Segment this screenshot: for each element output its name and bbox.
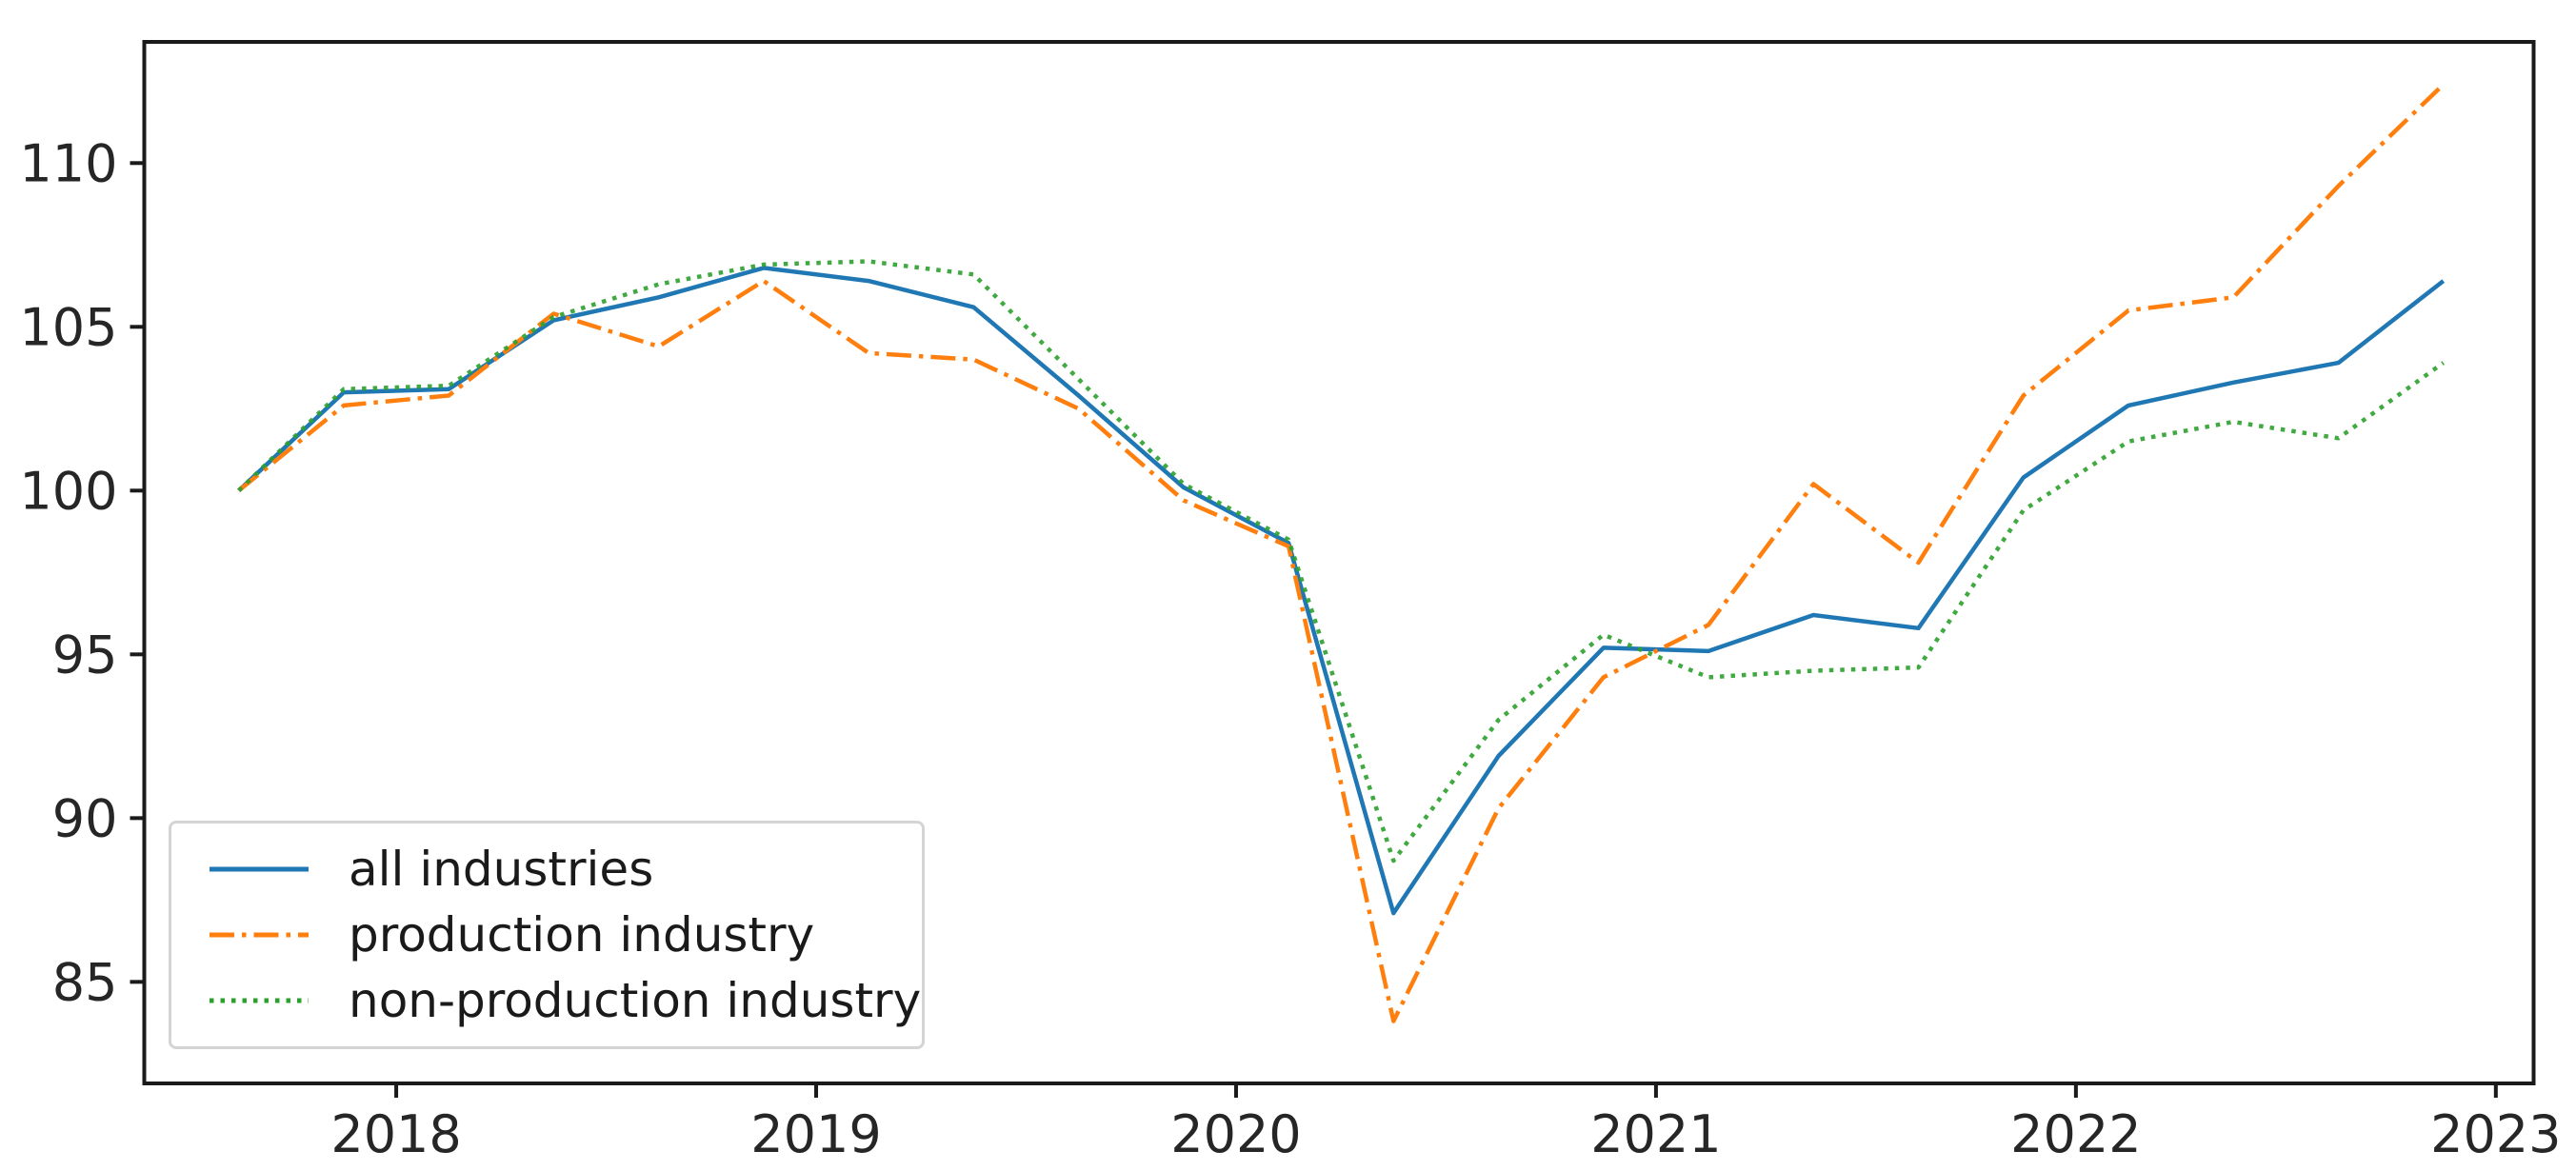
- x-tick-label: 2023: [2430, 1104, 2561, 1164]
- y-tick-label: 95: [52, 625, 118, 685]
- plot-border: [142, 40, 2536, 1085]
- series-line-all-industries: [237, 266, 2446, 916]
- y-tick-label: 110: [19, 133, 117, 193]
- legend-line-sample-production-industry: [210, 932, 309, 938]
- x-axis-ticks: 2018 2019 2020 2021 2022 2023: [330, 1083, 2562, 1164]
- legend-item: production industry: [190, 903, 903, 968]
- y-tick-label: 90: [52, 788, 118, 848]
- x-tick-label: 2019: [750, 1104, 881, 1164]
- y-tick-label: 105: [19, 297, 117, 357]
- series-line-production-industry: [237, 83, 2446, 1023]
- series-line-non-production-industry: [237, 259, 2446, 863]
- x-tick-label: 2018: [330, 1104, 461, 1164]
- legend-item-label: non-production industry: [349, 972, 922, 1028]
- legend-item: non-production industry: [190, 967, 921, 1033]
- series-lines: [237, 83, 2446, 1023]
- legend-item-label: all industries: [349, 842, 654, 898]
- legend-item-label: production industry: [349, 907, 815, 963]
- legend-line-sample-all-industries: [210, 866, 309, 872]
- x-tick-label: 2021: [1590, 1104, 1721, 1164]
- legend: all industries production industry non-p…: [169, 821, 925, 1049]
- y-tick-label: 85: [52, 952, 118, 1012]
- x-tick-label: 2020: [1170, 1104, 1301, 1164]
- legend-item: all industries: [190, 837, 903, 903]
- legend-line-sample-non-production-industry: [210, 998, 309, 1003]
- y-axis-ticks: 85 90 95 100 105 110: [19, 133, 145, 1012]
- y-tick-label: 100: [19, 461, 117, 521]
- x-tick-label: 2022: [2010, 1104, 2141, 1164]
